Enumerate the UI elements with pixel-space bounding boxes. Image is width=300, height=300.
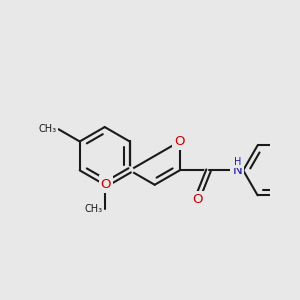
Text: N: N — [232, 164, 242, 177]
Text: CH₃: CH₃ — [85, 204, 103, 214]
Text: O: O — [101, 178, 111, 190]
Text: H: H — [234, 157, 241, 166]
Text: O: O — [192, 193, 203, 206]
Text: CH₃: CH₃ — [38, 124, 56, 134]
Text: O: O — [174, 135, 185, 148]
